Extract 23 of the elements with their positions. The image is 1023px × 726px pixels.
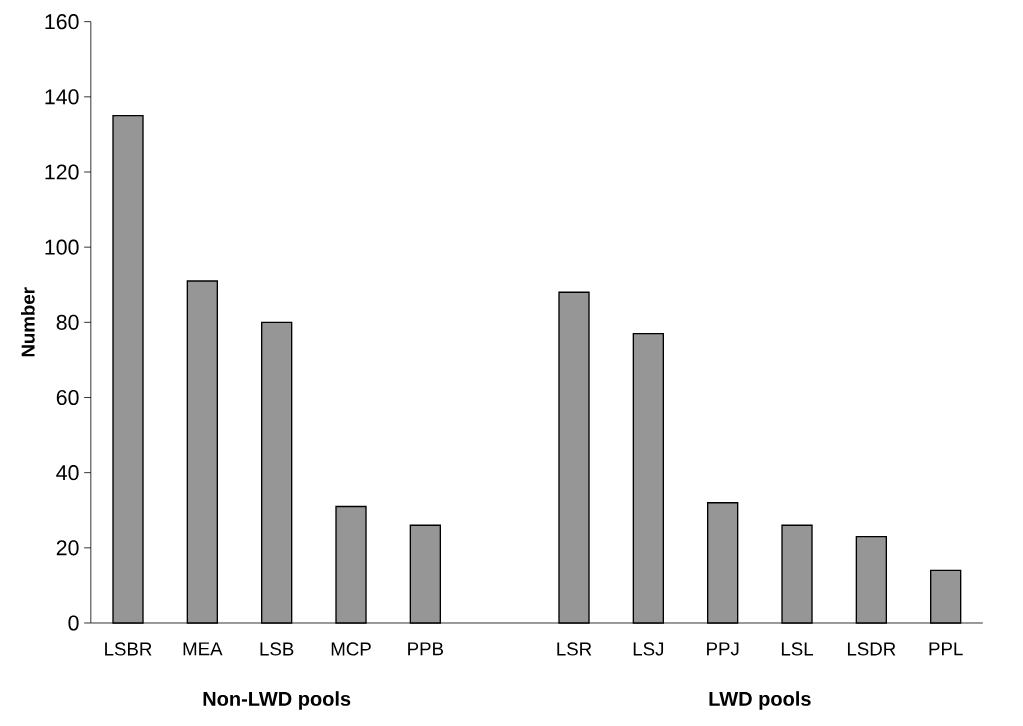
- y-tick-label: 100: [45, 239, 79, 255]
- x-tick-label: LSBR: [105, 642, 152, 656]
- text: Non-LWD pools: [203, 691, 351, 710]
- y-tick-label: 120: [45, 164, 79, 180]
- x-tick-label: LSB: [260, 642, 294, 656]
- y-tick-label: 160: [45, 14, 79, 30]
- y-tick-label: 20: [56, 540, 79, 556]
- y-tick-label: 0: [68, 615, 79, 631]
- x-tick-label: LSL: [781, 642, 813, 656]
- y-tick-label: 80: [56, 314, 79, 330]
- x-tick-label: LSJ: [633, 642, 664, 656]
- x-tick-label: PPB: [408, 642, 444, 656]
- y-tick-label: 40: [56, 465, 79, 481]
- y-tick-label: 60: [56, 389, 79, 406]
- text: LWD pools: [709, 691, 811, 710]
- x-tick-label: LSR: [557, 642, 592, 656]
- y-tick-label: 140: [45, 89, 79, 105]
- x-tick-label: MCP: [331, 642, 371, 656]
- x-tick-label: MEA: [183, 642, 223, 656]
- x-tick-label: LSDR: [847, 642, 896, 656]
- y-axis-title: Number: [21, 287, 35, 357]
- x-tick-label: PPL: [929, 642, 963, 656]
- x-tick-label: PPJ: [707, 642, 739, 656]
